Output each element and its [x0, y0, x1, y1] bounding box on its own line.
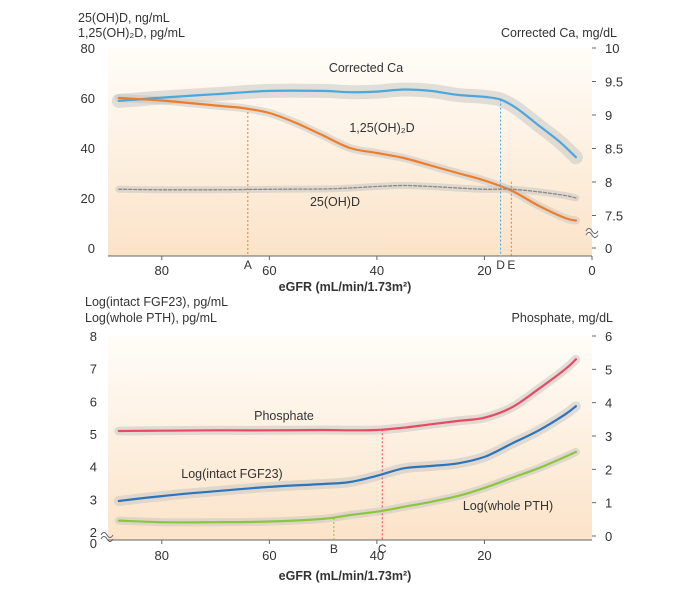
bottom-y-left-tick-zero: 0	[90, 536, 97, 551]
marker-label-a: A	[244, 258, 252, 272]
top-y-right-tick-9-5: 9.5	[605, 75, 623, 90]
top-y-right-tick-9: 9	[605, 108, 612, 123]
bottom-x-tick-40: 40	[370, 548, 384, 563]
top-y-left-tick-60: 60	[81, 91, 95, 106]
bottom-y-left-tick-6: 6	[90, 394, 97, 409]
top-y-left-tick-20: 20	[81, 191, 95, 206]
bottom-y-left-tick-2: 2	[90, 525, 97, 540]
top-y-left-tick-0: 0	[88, 241, 95, 256]
top-chart: 25(OH)D, ng/mL 1,25(OH)₂D, pg/mL Correct…	[78, 11, 623, 294]
top-left-axis-title-1: 25(OH)D, ng/mL	[78, 11, 170, 25]
top-y-right-tick-10: 10	[605, 41, 619, 56]
top-x-tick-0: 0	[588, 263, 595, 278]
top-left-axis-title-2: 1,25(OH)₂D, pg/mL	[78, 26, 185, 40]
top-y-right-tick-8: 8	[605, 175, 612, 190]
marker-label-e: E	[507, 258, 515, 272]
series-line-phosphate	[117, 358, 577, 433]
marker-label-d: D	[496, 258, 505, 272]
bottom-plot-area	[108, 336, 592, 540]
top-y-right-tick-8-5: 8.5	[605, 142, 623, 157]
series-label-25ohd: 25(OH)D	[310, 195, 360, 209]
top-y-left-tick-80: 80	[81, 41, 95, 56]
bottom-y-right-tick-6: 6	[605, 329, 612, 344]
series-label-corrected-ca: Corrected Ca	[329, 61, 403, 75]
series-line-corrected-ca	[117, 88, 577, 159]
bottom-y-left-tick-5: 5	[90, 427, 97, 442]
top-right-axis-title: Corrected Ca, mg/dL	[501, 26, 617, 40]
bottom-left-axis-break-icon	[100, 532, 114, 542]
top-y-right-tick-7-5: 7.5	[605, 209, 623, 224]
series-line-log-whole-pth	[117, 450, 577, 524]
series-label-125ohd: 1,25(OH)₂D	[349, 121, 414, 135]
bottom-y-left-tick-4: 4	[90, 460, 97, 475]
top-x-tick-80: 80	[155, 263, 169, 278]
series-label-phosphate: Phosphate	[254, 409, 314, 423]
top-x-axis-title: eGFR (mL/min/1.73m²)	[279, 280, 412, 294]
series-label-pth: Log(whole PTH)	[463, 499, 553, 513]
bottom-y-right-tick-1: 1	[605, 496, 612, 511]
top-x-tick-40: 40	[370, 263, 384, 278]
series-line-log-intact-fgf23	[117, 405, 577, 503]
bottom-x-axis-title: eGFR (mL/min/1.73m²)	[279, 569, 412, 583]
top-y-right-tick-0: 0	[605, 241, 612, 256]
bottom-y-left-tick-8: 8	[90, 329, 97, 344]
top-x-tick-20: 20	[477, 263, 491, 278]
bottom-y-right-tick-2: 2	[605, 462, 612, 477]
bottom-y-left-tick-7: 7	[90, 362, 97, 377]
marker-label-c: C	[378, 542, 387, 556]
series-line-25-oh-d	[118, 184, 577, 199]
bottom-left-axis-title-1: Log(intact FGF23), pg/mL	[85, 295, 228, 309]
bottom-chart: Log(intact FGF23), pg/mL Log(whole PTH),…	[85, 295, 613, 583]
bottom-y-right-tick-5: 5	[605, 362, 612, 377]
bottom-left-axis-title-2: Log(whole PTH), pg/mL	[85, 311, 217, 325]
bottom-x-tick-20: 20	[477, 548, 491, 563]
top-y-left-tick-40: 40	[81, 141, 95, 156]
bottom-right-axis-title: Phosphate, mg/dL	[512, 311, 614, 325]
bottom-x-tick-80: 80	[155, 548, 169, 563]
series-label-fgf23: Log(intact FGF23)	[181, 467, 282, 481]
bottom-y-right-tick-4: 4	[605, 396, 612, 411]
bottom-y-left-tick-3: 3	[90, 492, 97, 507]
marker-label-b: B	[330, 542, 338, 556]
top-right-axis-break-icon	[585, 228, 599, 238]
top-x-tick-60: 60	[262, 263, 276, 278]
series-line-1-25-oh-d	[117, 96, 577, 222]
bottom-y-right-tick-0: 0	[605, 529, 612, 544]
bottom-y-right-tick-3: 3	[605, 429, 612, 444]
bottom-x-tick-60: 60	[262, 548, 276, 563]
